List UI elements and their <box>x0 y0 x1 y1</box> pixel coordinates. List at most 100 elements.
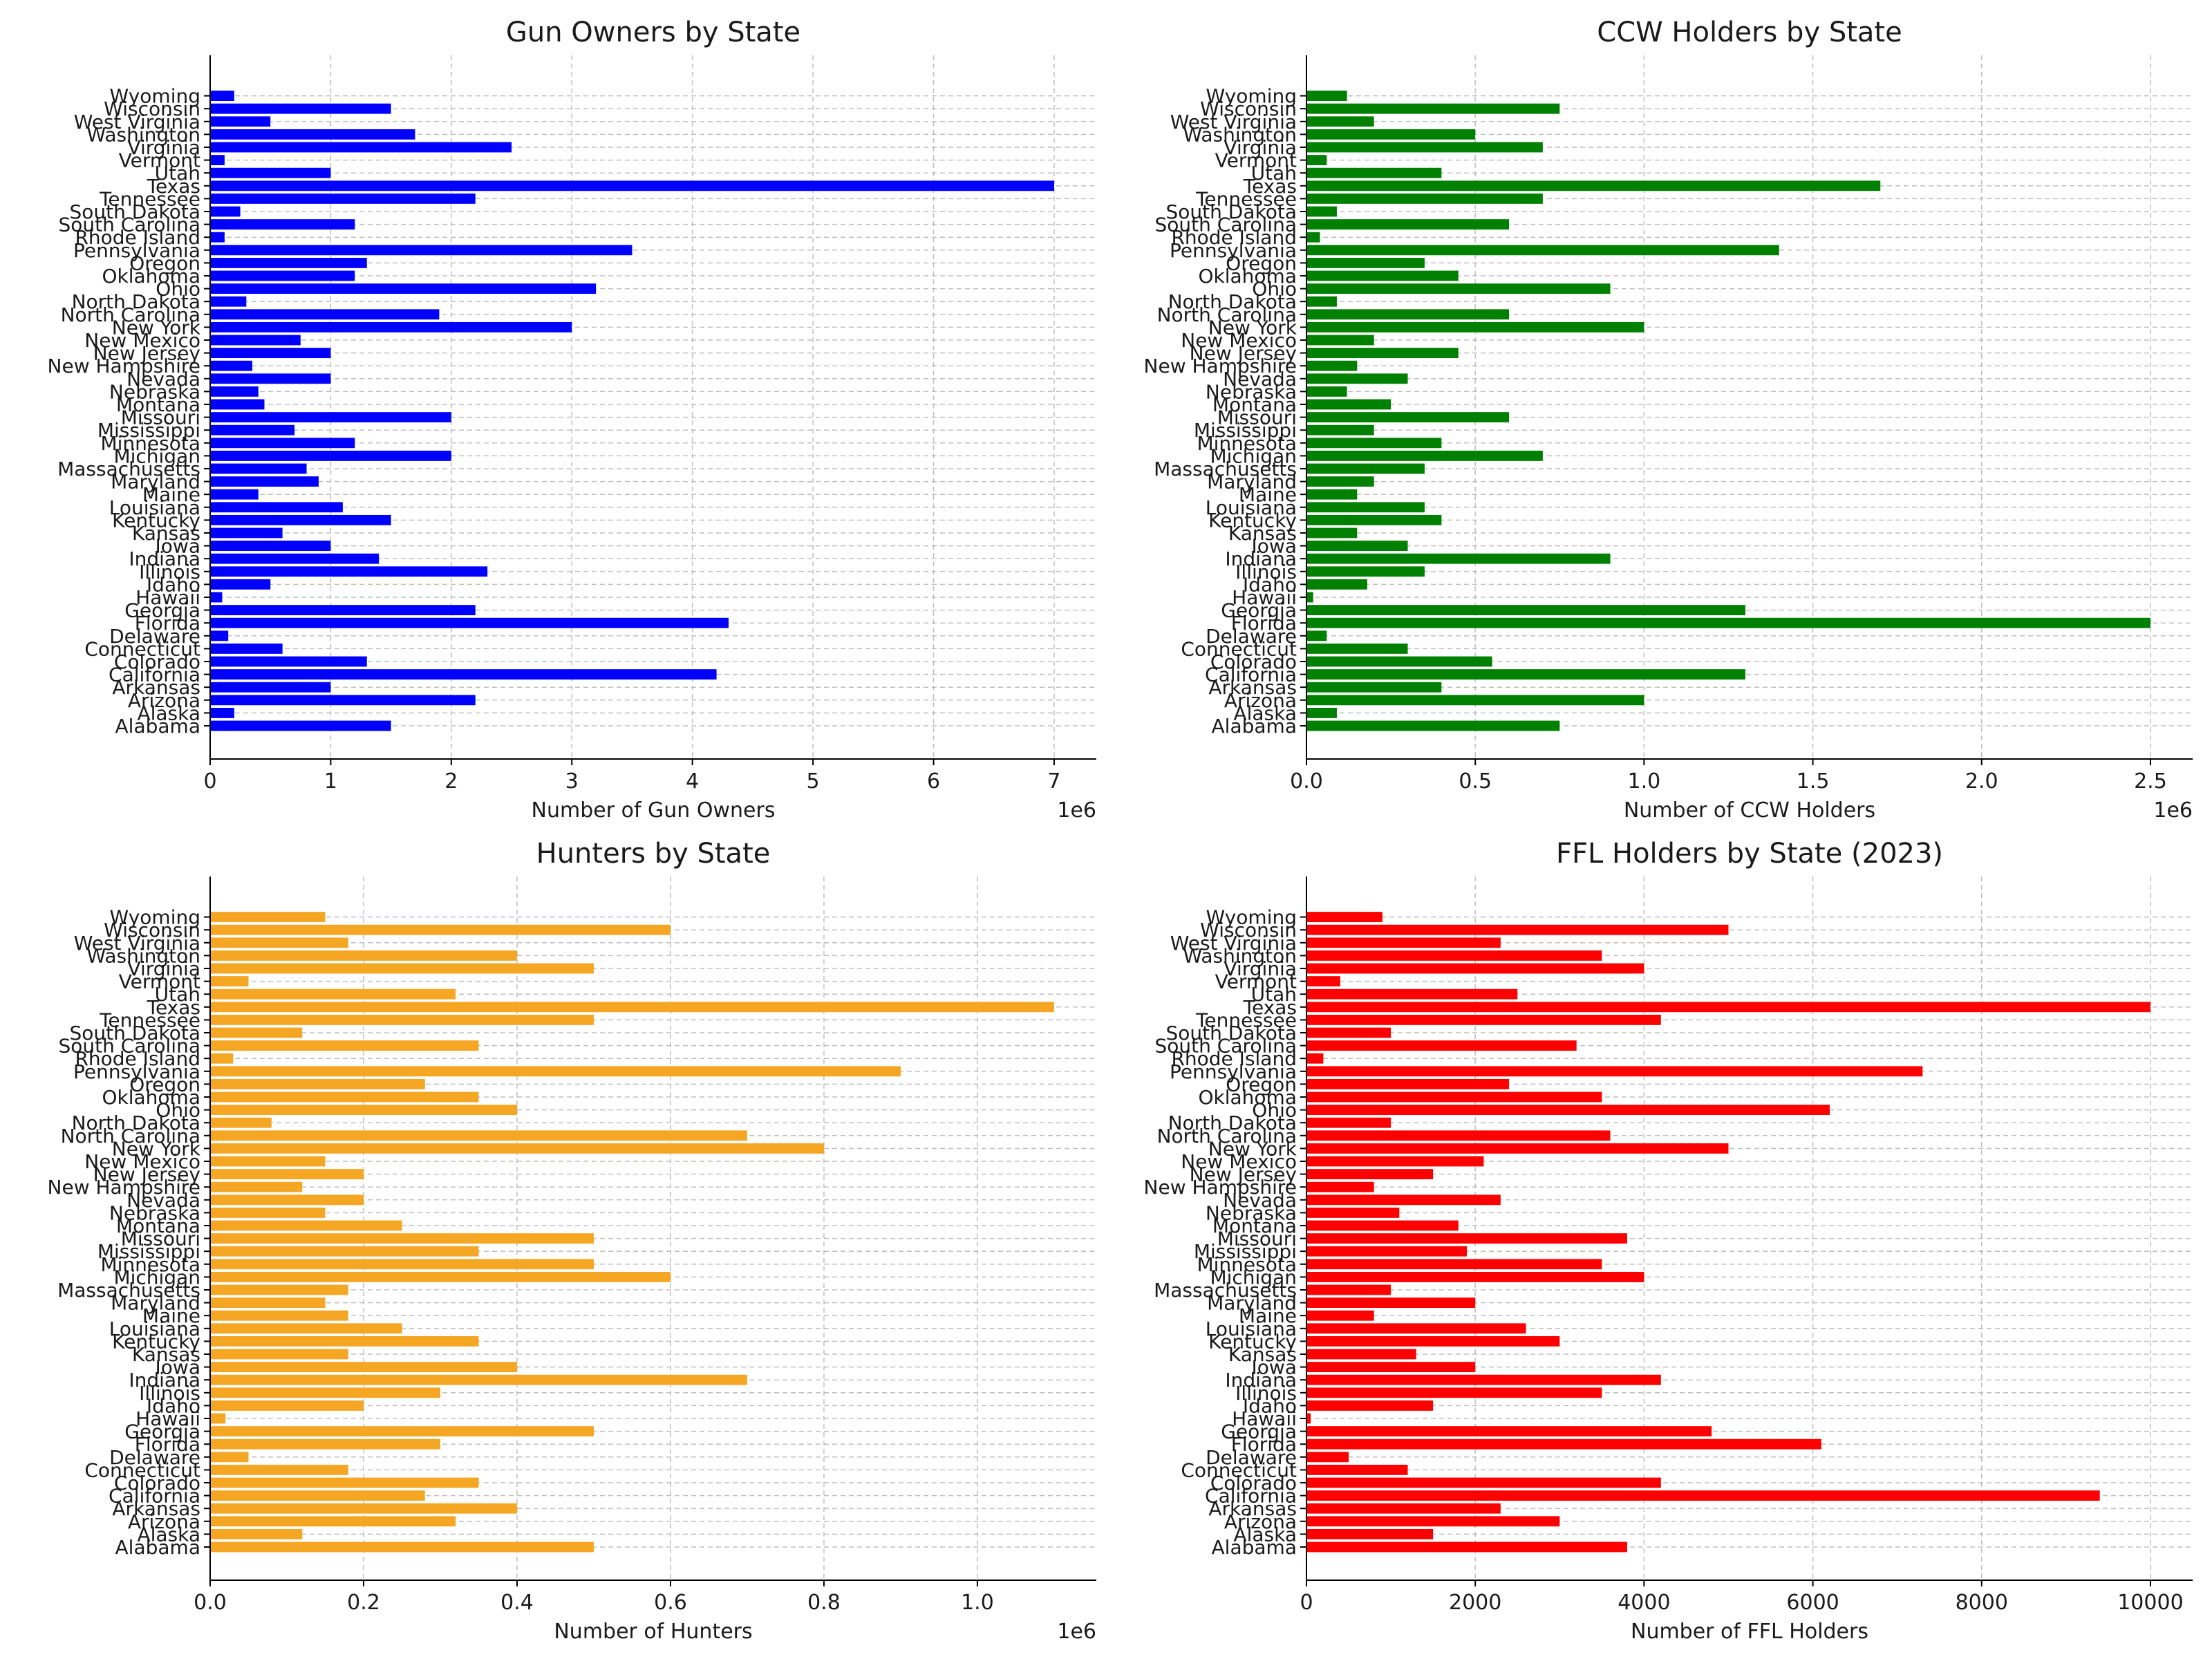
bar-texas <box>1306 1002 2150 1013</box>
bar-south-dakota <box>210 1027 303 1038</box>
category-label: Colorado <box>114 1472 200 1494</box>
category-label: Nevada <box>1223 368 1297 391</box>
bar-north-carolina <box>1306 309 1510 320</box>
category-label: Vermont <box>119 149 200 172</box>
category-label: Minnesota <box>100 1253 200 1276</box>
category-label: Alaska <box>1233 1523 1297 1546</box>
x-axis-label: Number of CCW Holders <box>1624 798 1875 823</box>
category-label: Georgia <box>1221 1421 1297 1443</box>
category-label: Louisiana <box>1206 496 1297 519</box>
bar-west-virginia <box>210 937 348 948</box>
category-label: Maryland <box>111 1292 200 1315</box>
category-label: Wisconsin <box>1200 919 1297 941</box>
category-label: Alabama <box>1212 1536 1297 1559</box>
category-label: Oregon <box>129 252 200 274</box>
category-label: Florida <box>135 612 200 635</box>
category-label: Delaware <box>109 625 200 648</box>
bar-vermont <box>210 976 249 987</box>
category-label: Alaska <box>137 1523 200 1546</box>
bar-nebraska <box>1306 1207 1400 1218</box>
bar-missouri <box>210 1233 594 1244</box>
bar-alaska <box>210 1528 303 1539</box>
category-label: Pennsylvania <box>1170 239 1297 262</box>
category-label: Nevada <box>126 368 200 391</box>
category-label: Arkansas <box>1208 1497 1297 1520</box>
category-label: Texas <box>1243 175 1297 198</box>
category-label: Minnesota <box>1197 432 1297 455</box>
category-label: Colorado <box>1210 1472 1297 1494</box>
bar-south-carolina <box>1306 219 1510 230</box>
category-label: Arkansas <box>112 1497 200 1520</box>
bar-new-york <box>1306 1143 1729 1154</box>
bar-west-virginia <box>1306 116 1374 127</box>
bar-arkansas <box>210 1503 517 1514</box>
bar-arkansas <box>1306 682 1442 693</box>
x-tick-label: 6000 <box>1786 1591 1839 1615</box>
bar-south-dakota <box>1306 206 1337 217</box>
category-label: Hawaii <box>1232 586 1297 609</box>
x-axis-label: Number of Hunters <box>554 1620 752 1644</box>
category-label: North Dakota <box>1168 1112 1297 1134</box>
x-tick-label: 0.4 <box>500 1591 534 1615</box>
category-label: New Mexico <box>1181 1150 1297 1173</box>
bar-north-carolina <box>210 309 440 320</box>
x-tick-label: 2.0 <box>1965 769 1998 794</box>
bar-new-mexico <box>210 335 301 346</box>
bar-california <box>1306 1490 2100 1501</box>
category-label: California <box>109 664 200 686</box>
bar-virginia <box>210 142 512 153</box>
category-label: Iowa <box>156 1356 200 1379</box>
category-label: Utah <box>1251 162 1297 185</box>
category-label: Florida <box>135 1433 200 1456</box>
category-label: Washington <box>86 944 200 967</box>
category-label: South Dakota <box>1166 1022 1297 1044</box>
bar-idaho <box>210 579 271 590</box>
category-label: West Virginia <box>74 111 200 133</box>
bar-oregon <box>210 257 367 268</box>
category-label: North Dakota <box>1168 290 1297 313</box>
category-label: Virginia <box>1224 136 1297 159</box>
category-label: Montana <box>1212 1215 1297 1237</box>
bar-nebraska <box>210 386 259 397</box>
x-axis-label: Number of Gun Owners <box>532 798 776 823</box>
bar-mississippi <box>210 424 295 435</box>
bar-hawaii <box>1306 1413 1311 1424</box>
bar-ohio <box>1306 283 1611 294</box>
category-label: South Dakota <box>70 200 200 223</box>
bar-north-dakota <box>210 1117 272 1128</box>
bar-arizona <box>210 695 476 706</box>
category-label: Indiana <box>129 1369 200 1391</box>
x-tick-label: 2 <box>444 769 458 794</box>
bar-nevada <box>210 373 331 384</box>
bar-new-york <box>1306 321 1644 332</box>
bar-alabama <box>210 720 391 731</box>
bar-connecticut <box>1306 1464 1408 1475</box>
bar-tennessee <box>1306 193 1543 204</box>
bar-oregon <box>1306 1078 1510 1089</box>
bar-missouri <box>210 412 451 423</box>
bar-new-hampshire <box>1306 360 1358 371</box>
category-label: Massachusetts <box>57 1279 200 1302</box>
category-label: Nevada <box>126 1189 200 1212</box>
bar-tennessee <box>210 193 476 204</box>
category-label: Alaska <box>137 702 200 724</box>
bar-new-jersey <box>210 348 331 359</box>
category-label: Maine <box>142 483 200 506</box>
bar-new-mexico <box>1306 335 1374 346</box>
bar-new-jersey <box>1306 1169 1434 1180</box>
category-label: Delaware <box>109 1446 200 1469</box>
bar-kentucky <box>210 1335 479 1347</box>
bar-new-hampshire <box>210 1181 303 1192</box>
category-label: Washington <box>86 123 200 146</box>
category-label: Mississippi <box>1194 1240 1297 1263</box>
category-label: Illinois <box>139 1382 200 1405</box>
category-label: Michigan <box>1210 1266 1297 1288</box>
bar-iowa <box>210 541 331 552</box>
category-label: Maryland <box>111 471 200 494</box>
category-label: Indiana <box>1225 1369 1297 1391</box>
bar-mississippi <box>210 1246 479 1257</box>
chart-title: Gun Owners by State <box>506 17 800 48</box>
category-label: West Virginia <box>1170 111 1297 133</box>
category-label: Washington <box>1183 123 1297 146</box>
category-label: Oregon <box>1226 1073 1297 1096</box>
